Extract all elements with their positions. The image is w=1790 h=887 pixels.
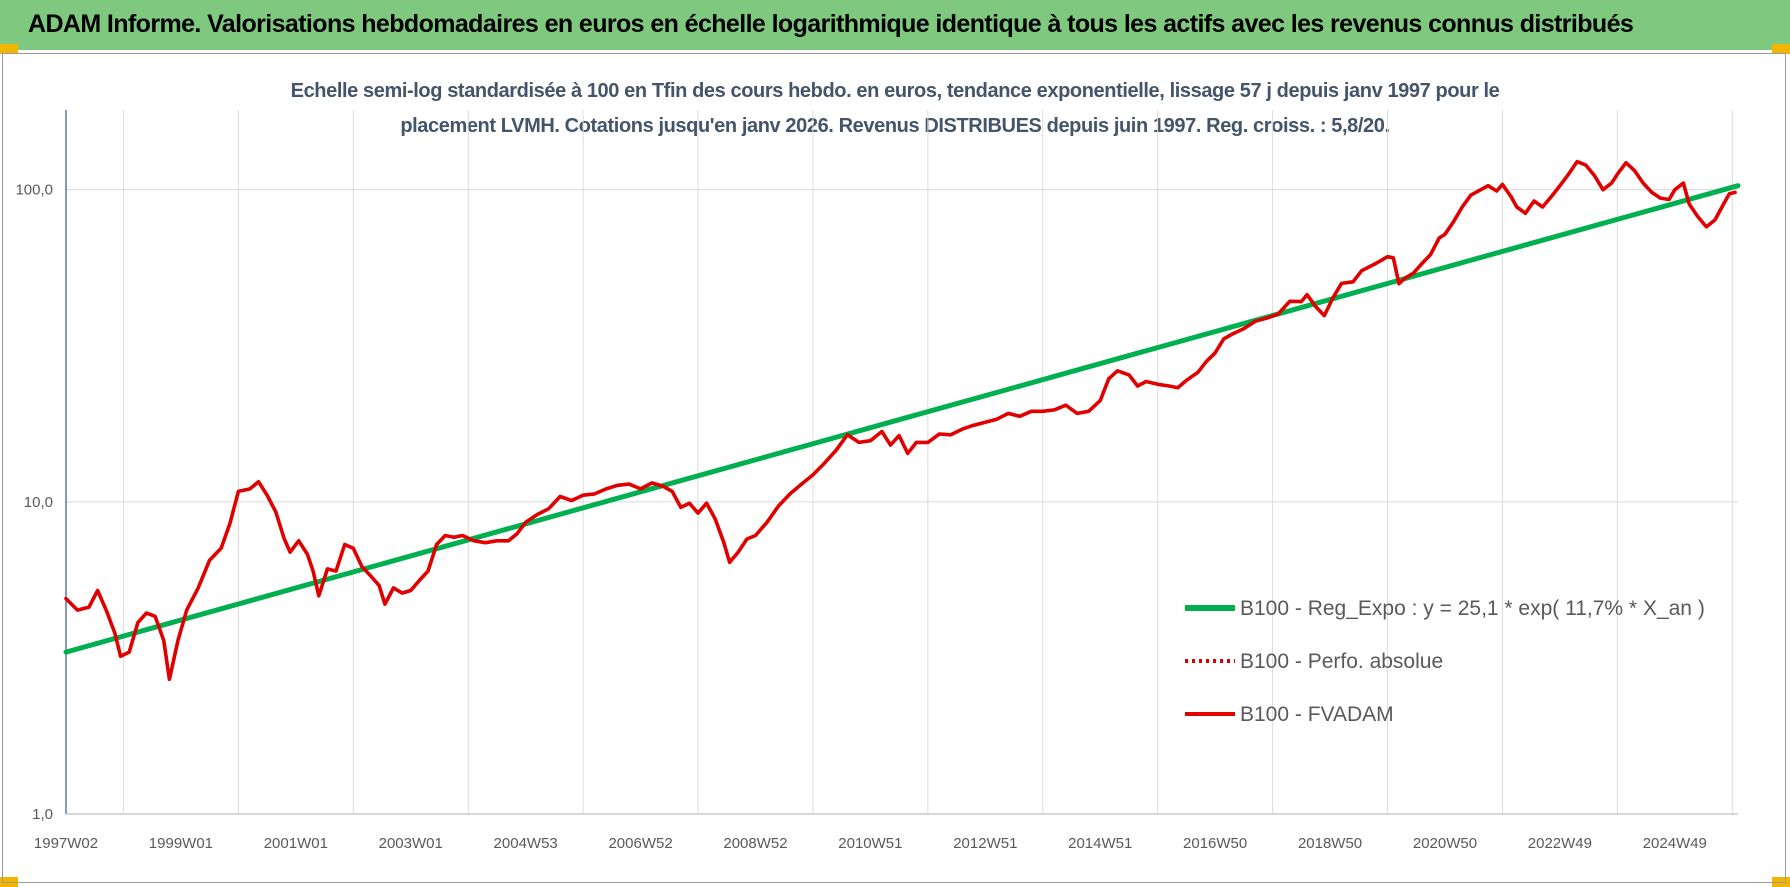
x-tick-label: 2001W01 <box>264 835 328 852</box>
regression-line <box>63 183 1741 655</box>
y-tick-label: 1,0 <box>32 806 53 823</box>
x-tick-label: 2010W51 <box>838 835 902 852</box>
chart-subtitle-line-1: Echelle semi-log standardisée à 100 en T… <box>290 80 1500 102</box>
title-banner: ADAM Informe. Valorisations hebdomadaire… <box>0 0 1790 50</box>
chart-frame <box>2 53 1786 883</box>
corner-marker <box>0 44 18 54</box>
legend-label: B100 - Perfo. absolue <box>1240 650 1443 673</box>
chart-subtitle-line-2: placement LVMH. Cotations jusqu'en janv … <box>400 115 1390 137</box>
x-tick-label: 2018W50 <box>1298 835 1362 852</box>
x-tick-label: 2003W01 <box>379 835 443 852</box>
x-tick-label: 2012W51 <box>953 835 1017 852</box>
legend-label: B100 - Reg_Expo : y = 25,1 * exp( 11,7% … <box>1240 597 1705 620</box>
x-tick-label: 2016W50 <box>1183 835 1247 852</box>
x-tick-label: 2006W52 <box>608 835 672 852</box>
x-tick-label: 2008W52 <box>723 835 787 852</box>
y-tick-label: 10,0 <box>24 494 53 511</box>
legend-label: B100 - FVADAM <box>1240 703 1394 726</box>
chart-subtitle: Echelle semi-log standardisée à 100 en T… <box>150 74 1640 144</box>
x-tick-label: 1999W01 <box>149 835 213 852</box>
x-tick-label: 1997W02 <box>34 835 98 852</box>
fvadam-line <box>64 159 1737 682</box>
x-tick-label: 2024W49 <box>1643 835 1707 852</box>
x-tick-label: 2020W50 <box>1413 835 1477 852</box>
x-tick-label: 2014W51 <box>1068 835 1132 852</box>
x-tick-label: 2022W49 <box>1528 835 1592 852</box>
corner-marker <box>1772 44 1790 54</box>
report-title: ADAM Informe. Valorisations hebdomadaire… <box>28 10 1634 38</box>
x-tick-label: 2004W53 <box>494 835 558 852</box>
y-tick-label: 100,0 <box>15 182 53 199</box>
